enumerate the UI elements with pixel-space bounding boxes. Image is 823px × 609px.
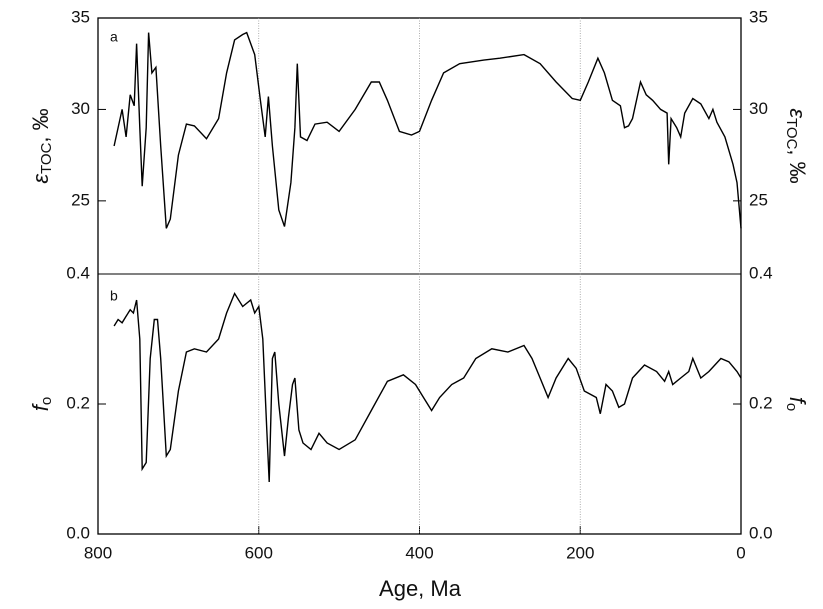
subscript: TOC	[783, 118, 800, 150]
y2-tick-label: 25	[749, 190, 768, 209]
y-tick-label: 35	[71, 7, 90, 26]
unit: , ‰	[28, 108, 53, 142]
y-tick-label: 0.4	[66, 263, 90, 282]
y-tick-label: 0.2	[66, 393, 90, 412]
y-tick-label: 25	[71, 190, 90, 209]
symbol: ε	[28, 174, 53, 184]
y2-tick-label: 35	[749, 7, 768, 26]
symbol: f	[785, 397, 810, 406]
panel-label: b	[110, 288, 118, 304]
x-tick-label: 800	[84, 543, 112, 562]
y2-tick-label: 0.4	[749, 263, 773, 282]
x-tick-label: 400	[405, 543, 433, 562]
y-axis-label: εTOC, ‰	[28, 108, 55, 183]
data-line	[113, 31, 742, 229]
y2-tick-label: 30	[749, 99, 768, 118]
symbol: f	[28, 402, 53, 411]
y-tick-label: 0.0	[66, 523, 90, 542]
y2-axis-label: fo	[783, 397, 810, 411]
subscript: o	[38, 397, 55, 405]
subscript: o	[783, 403, 800, 411]
data-line	[113, 291, 742, 483]
x-tick-label: 200	[566, 543, 594, 562]
x-tick-label: 0	[736, 543, 745, 562]
y2-tick-label: 0.0	[749, 523, 773, 542]
y-tick-label: 30	[71, 99, 90, 118]
symbol: ε	[785, 108, 810, 118]
y2-axis-label: εTOC, ‰	[783, 108, 810, 183]
panel-label: a	[110, 29, 118, 45]
y2-tick-label: 0.2	[749, 393, 773, 412]
y-axis-label: fo	[28, 397, 55, 411]
x-axis-label: Age, Ma	[379, 576, 462, 601]
unit: , ‰	[785, 149, 810, 183]
subscript: TOC	[38, 142, 55, 174]
x-tick-label: 600	[245, 543, 273, 562]
